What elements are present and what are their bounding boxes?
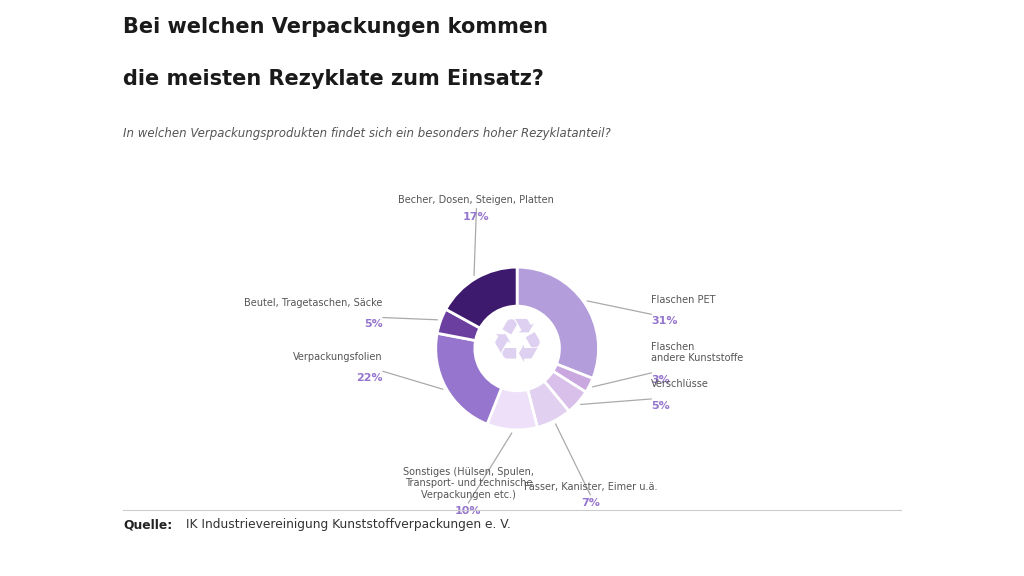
Wedge shape <box>437 309 480 340</box>
Text: In welchen Verpackungsprodukten findet sich ein besonders hoher Rezyklatanteil?: In welchen Verpackungsprodukten findet s… <box>123 127 610 140</box>
Text: Verschlüsse: Verschlüsse <box>651 379 710 389</box>
Text: 10%: 10% <box>455 506 481 516</box>
Text: 17%: 17% <box>463 212 489 222</box>
Text: 3%: 3% <box>651 374 670 385</box>
Text: ♻: ♻ <box>489 316 545 375</box>
Text: 22%: 22% <box>356 373 383 383</box>
Text: Bei welchen Verpackungen kommen: Bei welchen Verpackungen kommen <box>123 17 548 37</box>
Wedge shape <box>487 388 538 430</box>
Wedge shape <box>527 381 569 427</box>
Text: Verpackungsfolien: Verpackungsfolien <box>293 351 383 362</box>
Circle shape <box>475 307 559 390</box>
Text: Quelle:: Quelle: <box>123 518 172 532</box>
Text: Fässer, Kanister, Eimer u.ä.: Fässer, Kanister, Eimer u.ä. <box>523 482 657 492</box>
Text: 7%: 7% <box>581 498 600 508</box>
Wedge shape <box>445 267 517 328</box>
Wedge shape <box>553 364 593 392</box>
Wedge shape <box>544 371 586 411</box>
Text: IK Industrievereinigung Kunststoffverpackungen e. V.: IK Industrievereinigung Kunststoffverpac… <box>182 518 511 532</box>
Text: Flaschen PET: Flaschen PET <box>651 294 716 305</box>
Text: palamo: palamo <box>792 60 883 81</box>
Text: die meisten Rezyklate zum Einsatz?: die meisten Rezyklate zum Einsatz? <box>123 69 544 89</box>
Text: Flaschen
andere Kunststoffe: Flaschen andere Kunststoffe <box>651 342 743 363</box>
Wedge shape <box>436 334 502 424</box>
Wedge shape <box>517 267 598 378</box>
Text: Becher, Dosen, Steigen, Platten: Becher, Dosen, Steigen, Platten <box>398 195 554 205</box>
Text: Beutel, Tragetaschen, Säcke: Beutel, Tragetaschen, Säcke <box>245 298 383 308</box>
Text: 5%: 5% <box>365 319 383 329</box>
Text: Sonstiges (Hülsen, Spulen,
Transport- und technische
Verpackungen etc.): Sonstiges (Hülsen, Spulen, Transport- un… <box>402 467 534 500</box>
Text: 5%: 5% <box>651 400 670 411</box>
Text: 31%: 31% <box>651 316 678 326</box>
